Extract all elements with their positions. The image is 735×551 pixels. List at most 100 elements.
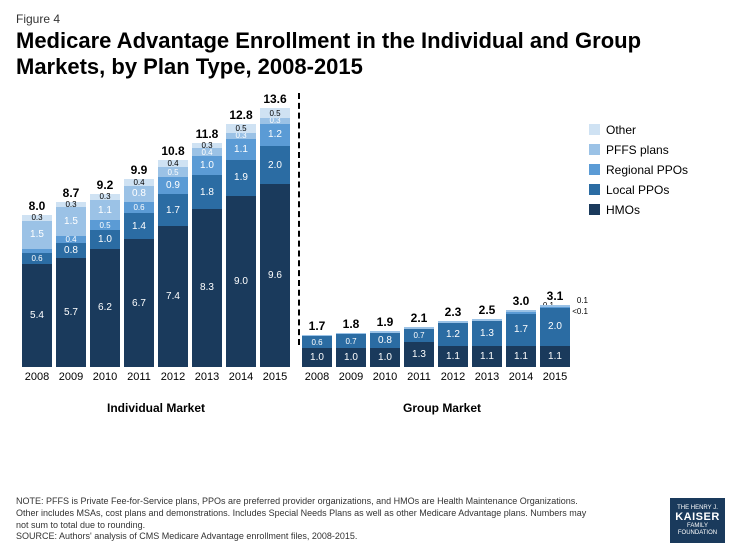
segment-label-external: 0.1 [577, 296, 588, 305]
x-axis-label: 2010 [93, 371, 117, 383]
group-labels-row: Individual MarketGroup Market [16, 401, 589, 415]
logo-text-top: THE HENRY J. [677, 505, 718, 512]
legend-item: HMOs [589, 203, 719, 217]
legend-swatch [589, 164, 600, 175]
stacked-bar: 6.71.40.60.80.49.9 [124, 179, 154, 367]
logo-text-mid: KAISER [675, 511, 720, 523]
bar-segment: 0.3 [56, 202, 86, 208]
bar-total-label: 8.7 [63, 186, 80, 200]
stacked-bar: 1.11.30.12.5 [472, 319, 502, 366]
bar-segment: 9.6 [260, 184, 290, 366]
bar-segment: 1.7 [506, 314, 536, 346]
bar-column: 5.70.80.41.50.38.72009 [56, 202, 86, 383]
bar-segment: 1.5 [22, 221, 52, 250]
legend-swatch [589, 124, 600, 135]
footnote-line: NOTE: PFFS is Private Fee-for-Service pl… [16, 496, 639, 508]
bar-segment: 0.9 [158, 177, 188, 194]
bar-column: 1.30.70.12.12011 [404, 327, 434, 383]
chart-container: Figure 4 Medicare Advantage Enrollment i… [0, 0, 735, 551]
bar-segment: 5.7 [56, 258, 86, 366]
bar-segment: 1.3 [472, 321, 502, 346]
bar-segment: 0.4 [56, 236, 86, 244]
bar-segment: 0.2 [22, 249, 52, 253]
x-axis-label: 2015 [263, 371, 287, 383]
bar-segment: 0.1 [438, 321, 468, 323]
bar-segment: 0.1 [506, 310, 536, 312]
bar-segment: <0.1 [540, 307, 570, 308]
bar-segment: 0.6 [124, 202, 154, 213]
stacked-bar: 1.11.20.12.3 [438, 321, 468, 367]
stacked-bar: 1.30.70.12.1 [404, 327, 434, 367]
bar-segment: 1.0 [302, 348, 332, 367]
bar-segment: 0.8 [124, 186, 154, 201]
bar-segment: 0.1 [336, 333, 366, 335]
bar-segment: 0.1 [540, 305, 570, 307]
stacked-bar: 1.00.80.11.9 [370, 331, 400, 367]
footnote-line: SOURCE: Authors' analysis of CMS Medicar… [16, 531, 639, 543]
bar-segment: 1.1 [472, 346, 502, 367]
bar-total-label: 3.0 [513, 294, 530, 308]
chart-area: 5.40.60.21.50.38.020085.70.80.41.50.38.7… [16, 93, 719, 488]
bar-total-label: 9.9 [131, 163, 148, 177]
x-axis-label: 2009 [59, 371, 83, 383]
bar-column: 1.11.70.10.13.02014 [506, 310, 536, 383]
bar-total-label: 2.1 [411, 311, 428, 325]
logo-text-fam: FAMILY [687, 523, 708, 530]
legend-swatch [589, 204, 600, 215]
x-axis-label: 2011 [127, 371, 151, 383]
bar-segment: 7.4 [158, 226, 188, 367]
bar-segment: 1.0 [370, 348, 400, 367]
legend-label: HMOs [606, 203, 640, 217]
x-axis-label: 2009 [339, 371, 363, 383]
stacked-bar: 9.01.91.10.30.512.8 [226, 124, 256, 367]
stacked-bar: 1.00.60.11.7 [302, 335, 332, 367]
stacked-bar: 7.41.70.90.50.410.8 [158, 160, 188, 367]
footnote-line: Other includes MSAs, cost plans and demo… [16, 508, 639, 520]
footnote-line: not sum to total due to rounding. [16, 520, 639, 532]
legend-swatch [589, 144, 600, 155]
x-axis-label: 2012 [441, 371, 465, 383]
stacked-bar: 6.21.00.51.10.39.2 [90, 194, 120, 367]
bar-segment: 6.7 [124, 239, 154, 366]
stacked-bar: 1.11.70.10.13.0 [506, 310, 536, 367]
bar-column: 5.40.60.21.50.38.02008 [22, 215, 52, 383]
bar-segment: 1.0 [90, 230, 120, 249]
bar-segment: 0.1 [302, 335, 332, 337]
bar-segment: 1.3 [404, 342, 434, 367]
legend-swatch [589, 184, 600, 195]
bar-segment: 1.1 [438, 346, 468, 367]
bar-column: 1.00.60.11.7 2008 [302, 335, 332, 383]
bar-segment: 0.3 [260, 118, 290, 124]
bar-total-label: 2.3 [445, 305, 462, 319]
stacked-bar: 5.40.60.21.50.38.0 [22, 215, 52, 367]
bar-segment: 0.5 [226, 124, 256, 134]
bar-segment: 1.7 [158, 194, 188, 226]
bar-total-label: 8.0 [29, 199, 46, 213]
bar-total-label: 1.8 [343, 317, 360, 331]
group-divider [298, 93, 300, 345]
bar-segment: 1.1 [506, 346, 536, 367]
bar-segment: 0.3 [22, 215, 52, 221]
bar-total-label: 9.2 [97, 178, 114, 192]
bar-segment: 0.1 [404, 327, 434, 329]
legend-item: PFFS plans [589, 143, 719, 157]
bar-total-label: 13.6 [263, 92, 286, 106]
legend: OtherPFFS plansRegional PPOsLocal PPOsHM… [589, 93, 719, 488]
bar-column: 9.01.91.10.30.512.82014 [226, 124, 256, 383]
bar-column: 9.62.01.20.30.513.6 2015 [260, 108, 290, 382]
x-axis-label: 2008 [305, 371, 329, 383]
bar-segment: 0.5 [158, 167, 188, 177]
bar-column: 1.11.30.12.52013 [472, 319, 502, 382]
legend-item: Regional PPOs [589, 163, 719, 177]
stacked-bar: 9.62.01.20.30.513.6 [260, 108, 290, 366]
bar-total-label: 1.7 [309, 319, 326, 333]
bars-wrap: 5.40.60.21.50.38.020085.70.80.41.50.38.7… [16, 93, 589, 383]
group-axis-label: Group Market [302, 401, 582, 415]
bar-total-label: 10.8 [161, 144, 184, 158]
bar-segment: 6.2 [90, 249, 120, 367]
logo-text-fdn: FOUNDATION [678, 530, 717, 537]
bar-segment: 0.8 [370, 333, 400, 348]
footnotes: NOTE: PFFS is Private Fee-for-Service pl… [16, 496, 719, 543]
bar-total-label: 2.5 [479, 303, 496, 317]
bar-segment: 1.2 [260, 124, 290, 147]
